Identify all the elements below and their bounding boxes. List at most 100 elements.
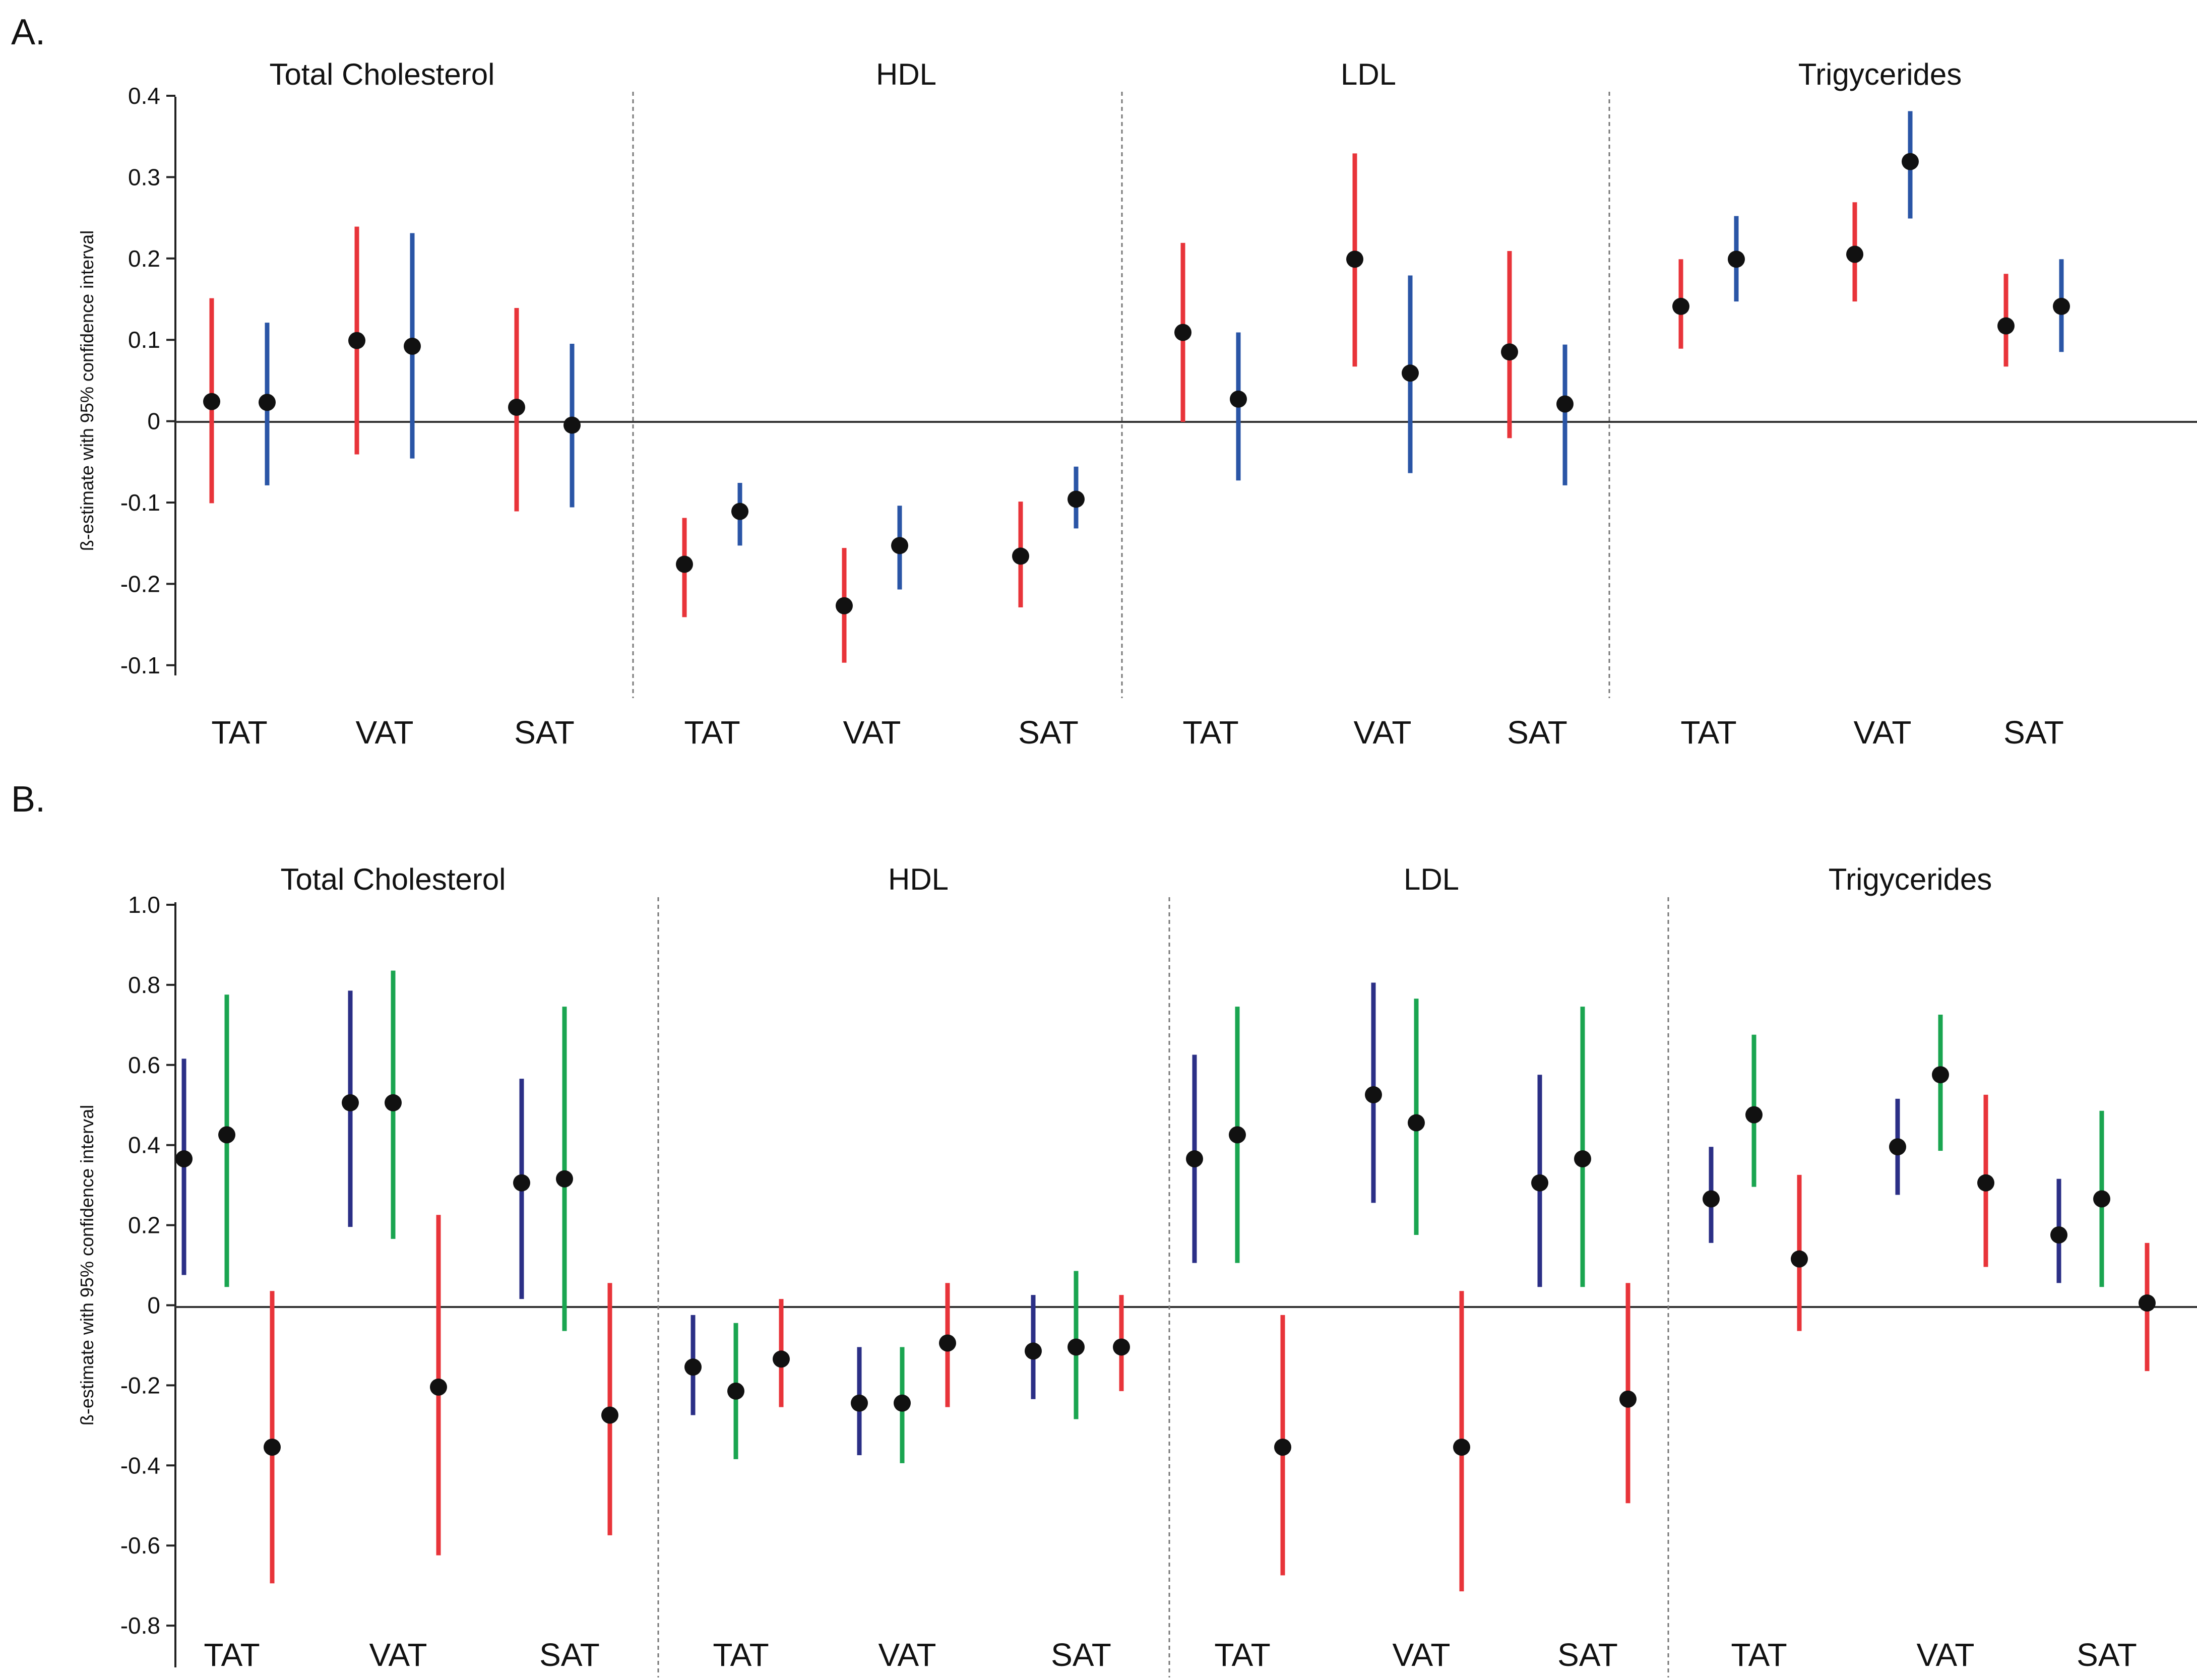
category-label: VAT bbox=[878, 1637, 936, 1673]
y-tick-label: 0 bbox=[147, 1292, 160, 1319]
point-estimate bbox=[601, 1406, 618, 1424]
y-tick-label: -0.2 bbox=[120, 571, 160, 597]
group-title: LDL bbox=[1341, 57, 1396, 91]
point-estimate bbox=[1889, 1138, 1906, 1156]
y-tick-label: 0.8 bbox=[128, 972, 160, 998]
y-tick-label: 0.4 bbox=[128, 1132, 160, 1158]
category-label: SAT bbox=[1507, 714, 1567, 751]
point-estimate bbox=[2139, 1294, 2156, 1312]
y-tick-label: 0 bbox=[147, 408, 160, 434]
y-tick-label: -0.2 bbox=[120, 1372, 160, 1398]
point-estimate bbox=[1230, 390, 1247, 408]
point-estimate bbox=[1408, 1114, 1425, 1132]
point-estimate bbox=[1068, 1338, 1085, 1356]
y-tick-label: -0.6 bbox=[120, 1532, 160, 1559]
category-label: VAT bbox=[369, 1637, 427, 1673]
category-label: SAT bbox=[514, 714, 575, 751]
point-estimate bbox=[342, 1094, 359, 1111]
point-estimate bbox=[264, 1439, 281, 1456]
group-title: LDL bbox=[1404, 862, 1459, 896]
y-tick-label: 0.4 bbox=[128, 83, 160, 109]
point-estimate bbox=[1346, 251, 1363, 268]
point-estimate bbox=[1113, 1338, 1130, 1356]
point-estimate bbox=[1186, 1150, 1203, 1168]
point-estimate bbox=[563, 416, 581, 434]
group-title: Total Cholesterol bbox=[281, 862, 506, 896]
group-title: HDL bbox=[888, 862, 949, 896]
point-estimate bbox=[348, 332, 365, 349]
category-label: SAT bbox=[539, 1637, 600, 1673]
category-label: VAT bbox=[1354, 714, 1412, 751]
point-estimate bbox=[773, 1350, 790, 1368]
category-label: VAT bbox=[1917, 1637, 1975, 1673]
point-estimate bbox=[2053, 297, 2070, 315]
point-estimate bbox=[385, 1094, 402, 1111]
y-tick-label: 1.0 bbox=[128, 892, 160, 918]
point-estimate bbox=[1501, 343, 1518, 361]
point-estimate bbox=[1997, 317, 2015, 335]
point-estimate bbox=[1703, 1190, 1720, 1208]
y-tick-label: 0.6 bbox=[128, 1052, 160, 1078]
y-axis-label: ß-estimate with 95% confidence interval bbox=[77, 1105, 97, 1425]
category-label: VAT bbox=[1393, 1637, 1451, 1673]
group-title: Trigycerides bbox=[1829, 862, 1992, 896]
point-estimate bbox=[513, 1174, 530, 1192]
category-label: TAT bbox=[1731, 1637, 1787, 1673]
point-estimate bbox=[836, 597, 853, 614]
category-label: VAT bbox=[356, 714, 414, 751]
point-estimate bbox=[891, 537, 908, 554]
point-estimate bbox=[508, 398, 525, 416]
group-title: Trigycerides bbox=[1798, 57, 1962, 91]
point-estimate bbox=[2050, 1226, 2067, 1243]
category-label: TAT bbox=[204, 1637, 260, 1673]
y-tick-label: 0.2 bbox=[128, 245, 160, 272]
panel-label: A. bbox=[11, 12, 45, 52]
point-estimate bbox=[1402, 364, 1419, 382]
point-estimate bbox=[1932, 1066, 1949, 1084]
point-estimate bbox=[851, 1394, 868, 1412]
point-estimate bbox=[1574, 1150, 1591, 1168]
point-estimate bbox=[1274, 1439, 1291, 1456]
y-tick-label: -0.1 bbox=[120, 652, 160, 678]
category-label: TAT bbox=[1680, 714, 1736, 751]
category-label: VAT bbox=[843, 714, 901, 751]
point-estimate bbox=[218, 1126, 235, 1144]
point-estimate bbox=[556, 1170, 573, 1188]
point-estimate bbox=[175, 1150, 193, 1168]
point-estimate bbox=[2093, 1190, 2110, 1208]
y-axis-label: ß-estimate with 95% confidence interval bbox=[77, 230, 97, 551]
point-estimate bbox=[404, 337, 421, 355]
category-label: TAT bbox=[713, 1637, 769, 1673]
point-estimate bbox=[1068, 490, 1085, 508]
point-estimate bbox=[939, 1334, 956, 1352]
panel-label: B. bbox=[11, 779, 45, 820]
point-estimate bbox=[1229, 1126, 1246, 1144]
point-estimate bbox=[1453, 1439, 1470, 1456]
group-title: HDL bbox=[876, 57, 936, 91]
category-label: SAT bbox=[2003, 714, 2064, 751]
point-estimate bbox=[894, 1394, 911, 1412]
point-estimate bbox=[731, 503, 748, 520]
point-estimate bbox=[1365, 1086, 1382, 1103]
category-label: TAT bbox=[1182, 714, 1238, 751]
y-tick-label: -0.1 bbox=[120, 489, 160, 516]
point-estimate bbox=[1012, 547, 1029, 565]
point-estimate bbox=[1025, 1342, 1042, 1360]
group-title: Total Cholesterol bbox=[270, 57, 495, 91]
point-estimate bbox=[1791, 1250, 1808, 1268]
point-estimate bbox=[1556, 395, 1574, 413]
y-tick-label: 0.1 bbox=[128, 327, 160, 353]
point-estimate bbox=[1977, 1174, 1994, 1192]
point-estimate bbox=[203, 393, 220, 410]
point-estimate bbox=[1902, 153, 1919, 170]
point-estimate bbox=[676, 555, 693, 573]
y-tick-label: -0.8 bbox=[120, 1612, 160, 1639]
point-estimate bbox=[727, 1382, 744, 1400]
category-label: SAT bbox=[2077, 1637, 2137, 1673]
point-estimate bbox=[1619, 1390, 1637, 1408]
y-tick-label: 0.3 bbox=[128, 164, 160, 190]
point-estimate bbox=[684, 1358, 702, 1376]
category-label: TAT bbox=[211, 714, 267, 751]
point-estimate bbox=[1846, 245, 1863, 263]
